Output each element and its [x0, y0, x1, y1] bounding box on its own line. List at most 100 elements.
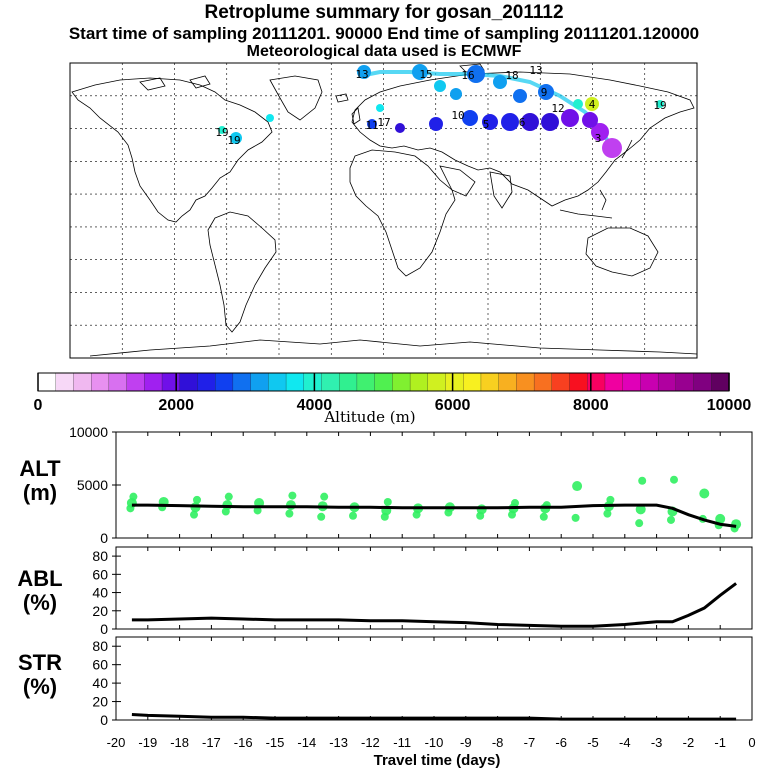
altitude-colorbar: 0 2000 4000 6000 8000 10000 Altitude (m) — [34, 372, 751, 426]
colorbar-tick-label: 6000 — [435, 397, 471, 414]
y-tick-label: 0 — [100, 530, 108, 546]
colorbar-cell — [126, 372, 145, 392]
alt-panel-label: ALT — [19, 456, 61, 481]
colorbar-tick-label: 4000 — [297, 397, 333, 414]
y-tick-label: 60 — [92, 657, 108, 673]
alt-scatter-point — [349, 511, 357, 520]
x-tick-label: -11 — [393, 735, 411, 750]
y-tick-label: 0 — [100, 621, 108, 637]
plume-dot — [376, 104, 384, 112]
alt-scatter-point — [667, 515, 675, 524]
y-tick-label: 60 — [92, 566, 108, 582]
colorbar-cell — [108, 372, 128, 392]
abl-line — [131, 582, 737, 628]
colorbar-cell — [498, 372, 518, 392]
x-tick-label: -12 — [361, 735, 380, 750]
alt-scatter-point — [383, 497, 392, 506]
plume-dot — [482, 114, 498, 130]
x-tick-label: -13 — [329, 735, 348, 750]
colorbar-cell — [374, 372, 394, 392]
plume-dot — [513, 89, 527, 103]
x-tick-label: -16 — [234, 735, 253, 750]
plume-label: 19 — [653, 99, 666, 112]
colorbar-cell — [215, 372, 234, 392]
x-tick-label: -7 — [524, 735, 536, 750]
alt-scatter-point — [603, 509, 612, 518]
plume-label: 5 — [483, 118, 490, 131]
plume-label: 17 — [377, 116, 390, 129]
colorbar-cell — [37, 372, 57, 392]
colorbar-cell — [657, 372, 677, 392]
colorbar-cell — [551, 372, 571, 392]
panel-0: 0 5000 10000 — [69, 424, 753, 546]
str-line — [131, 712, 737, 721]
plume-label: 6 — [519, 116, 526, 129]
alt-scatter-point — [317, 512, 326, 521]
plume-dot — [602, 138, 622, 158]
plume-dot — [561, 109, 579, 127]
alt-scatter-point — [571, 513, 580, 522]
colorbar-ticks: 0 2000 4000 6000 8000 10000 — [34, 373, 751, 414]
plume-dot — [501, 113, 519, 131]
colorbar-cell — [392, 372, 411, 392]
x-tick-label: -14 — [297, 735, 316, 750]
y-tick-label: 80 — [92, 548, 108, 564]
plume-dot — [357, 65, 371, 79]
x-tick-label: -3 — [651, 735, 663, 750]
alt-scatter-point — [606, 495, 615, 504]
plume-label: 12 — [551, 102, 564, 115]
alt-scatter-point — [572, 481, 583, 492]
x-tick-label: -17 — [202, 735, 221, 750]
alt-scatter-point — [253, 506, 262, 515]
plume-dot — [493, 75, 507, 89]
x-tick-label: -8 — [492, 735, 504, 750]
colorbar-cell — [144, 372, 163, 392]
plume-dot — [582, 112, 598, 128]
panel-2: 0 20 40 60 80 — [92, 636, 753, 728]
colorbar-cell — [445, 372, 464, 392]
alt-scatter-point — [635, 504, 646, 515]
colorbar-cell — [480, 372, 500, 392]
plume-label: 4 — [589, 98, 596, 111]
x-tick-label: -9 — [460, 735, 472, 750]
plume-dot — [218, 126, 226, 134]
colorbar-cell — [232, 372, 252, 392]
x-tick-label: -6 — [555, 735, 567, 750]
alt-mean-line — [131, 503, 737, 528]
x-tick-label: -20 — [107, 735, 126, 750]
colorbar-cell — [622, 372, 642, 392]
alt-panel-unit: (m) — [23, 480, 57, 505]
plume-label: 3 — [595, 132, 602, 145]
panel-frame — [115, 431, 753, 539]
map-gridlines — [70, 63, 697, 358]
plume-dot — [573, 99, 583, 109]
alt-scatter-point — [635, 519, 644, 528]
met-data-label: Meteorological data used is ECMWF — [246, 43, 522, 60]
colorbar-cell — [693, 372, 712, 392]
alt-scatter-point — [288, 491, 297, 500]
plume-dot — [412, 64, 428, 80]
x-tick-label: 0 — [748, 735, 755, 750]
alt-scatter-point — [129, 492, 138, 501]
colorbar-tick-label: 8000 — [573, 397, 609, 414]
colorbar-cell — [91, 372, 110, 392]
plume-label: 13 — [529, 64, 542, 77]
colorbar-cell — [321, 372, 340, 392]
x-tick-label: -5 — [587, 735, 599, 750]
plume-label: 11 — [365, 119, 378, 132]
alt-scatter-point — [539, 512, 548, 521]
colorbar-cell — [303, 372, 323, 392]
time-series-panels: ALT (m) ABL (%) STR (%) Travel time (day… — [17, 424, 755, 768]
panel-1: 0 20 40 60 80 — [92, 546, 753, 637]
colorbar-label: Altitude (m) — [323, 408, 415, 426]
y-tick-label: 20 — [92, 603, 108, 619]
plume-dot — [429, 117, 443, 131]
y-tick-label: 20 — [92, 694, 108, 710]
plume-label: 19 — [227, 134, 240, 147]
y-tick-label: 40 — [92, 675, 108, 691]
alt-scatter-point — [285, 500, 296, 511]
colorbar-cell — [73, 372, 92, 392]
x-tick-label: -18 — [170, 735, 189, 750]
